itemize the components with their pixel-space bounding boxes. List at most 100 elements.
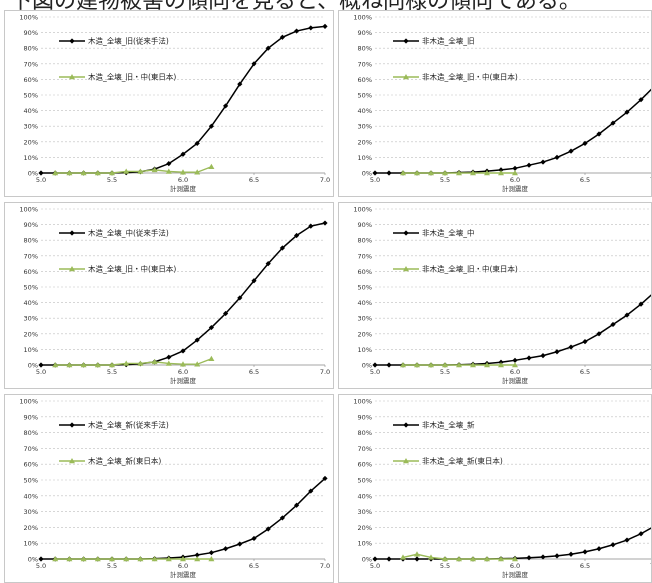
data-point-diamond: [308, 488, 314, 494]
y-tick-label: 40%: [24, 492, 38, 500]
data-point-diamond: [638, 531, 644, 537]
y-tick-label: 80%: [358, 45, 372, 53]
y-tick-label: 20%: [24, 330, 38, 338]
legend-marker: [69, 458, 75, 464]
header-text: 下図の建物被害の傾向を見ると、概ね同様の傾向である。: [10, 0, 581, 10]
x-tick-label: 5.5: [440, 562, 450, 570]
data-point-diamond: [322, 220, 328, 226]
x-tick-label: 6.0: [510, 562, 520, 570]
y-tick-label: 70%: [358, 445, 372, 453]
data-point-triangle: [94, 170, 101, 176]
data-point-diamond: [512, 357, 518, 363]
y-tick-label: 80%: [24, 45, 38, 53]
y-tick-label: 100%: [19, 14, 38, 22]
data-point-diamond: [308, 223, 314, 229]
x-tick-label: 5.0: [36, 176, 46, 184]
data-point-triangle: [180, 556, 186, 562]
data-point-diamond: [237, 81, 243, 87]
data-point-diamond: [294, 502, 300, 508]
data-point-triangle: [512, 556, 518, 562]
legend-marker: [69, 74, 75, 80]
data-point-diamond: [624, 537, 630, 543]
data-point-diamond: [372, 362, 378, 368]
y-tick-label: 40%: [358, 299, 372, 307]
data-point-triangle: [414, 170, 420, 176]
data-point-triangle: [180, 169, 186, 175]
y-tick-label: 80%: [24, 429, 38, 437]
data-point-triangle: [470, 556, 476, 562]
legend-marker: [403, 230, 409, 236]
x-tick-label: 7.0: [320, 176, 330, 184]
data-point-diamond: [554, 553, 560, 559]
x-tick-label: 5.0: [36, 368, 46, 376]
y-tick-label: 30%: [358, 315, 372, 323]
y-tick-label: 0%: [362, 170, 372, 178]
x-axis-label: 計測震度: [170, 184, 197, 193]
legend-label: 木造_全壊_新(従来手法): [88, 420, 169, 430]
data-point-triangle: [498, 556, 504, 562]
data-point-triangle: [208, 163, 215, 170]
y-tick-label: 90%: [358, 413, 372, 421]
data-point-diamond: [38, 170, 44, 176]
data-point-diamond: [166, 354, 172, 360]
data-point-diamond: [38, 362, 44, 368]
data-point-diamond: [638, 97, 644, 103]
data-point-triangle: [400, 554, 406, 560]
y-tick-label: 70%: [24, 445, 38, 453]
data-point-diamond: [166, 161, 172, 167]
y-tick-label: 60%: [358, 268, 372, 276]
x-tick-label: 5.0: [370, 368, 380, 376]
legend-label: 非木造_全壊_中: [422, 228, 475, 238]
data-point-triangle: [80, 170, 87, 176]
data-point-diamond: [610, 321, 616, 328]
data-point-diamond: [568, 344, 574, 350]
chart-svg: 0% 10% 20% 30% 40% 50% 60% 70% 80% 90% 100% 5.0 5.5 6…: [19, 398, 330, 580]
data-point-diamond: [414, 556, 420, 562]
x-tick-label: 5.5: [440, 368, 450, 376]
y-tick-label: 0%: [28, 556, 38, 564]
y-tick-label: 90%: [358, 221, 372, 229]
data-point-diamond: [194, 140, 200, 146]
data-point-triangle: [151, 358, 158, 365]
chart-panel-wood-old: 0% 10% 20% 30% 40% 50% 60% 70% 80% 90% 100% 5.0 5.5 6…: [4, 10, 334, 197]
legend-label: 非木造_全壊_旧・中(東日本): [422, 72, 518, 82]
y-tick-label: 90%: [24, 413, 38, 421]
data-point-triangle: [456, 362, 462, 368]
y-tick-label: 90%: [358, 29, 372, 37]
x-tick-label: 6.5: [580, 562, 590, 570]
legend-label: 非木造_全壊_旧・中(東日本): [422, 264, 518, 274]
series-line-0: [41, 222, 326, 366]
y-tick-label: 60%: [358, 76, 372, 84]
legend-marker: [403, 38, 409, 44]
y-tick-label: 10%: [358, 346, 372, 354]
data-point-diamond: [512, 165, 518, 171]
data-point-diamond: [279, 515, 285, 521]
y-tick-label: 90%: [24, 29, 38, 37]
data-point-triangle: [470, 362, 476, 368]
data-point-triangle: [428, 362, 434, 368]
y-tick-label: 90%: [24, 221, 38, 229]
y-tick-label: 60%: [24, 76, 38, 84]
data-point-triangle: [456, 170, 462, 176]
data-point-triangle: [66, 362, 73, 368]
data-point-triangle: [109, 170, 115, 176]
chart-panel-wood-new: 0% 10% 20% 30% 40% 50% 60% 70% 80% 90% 100% 5.0 5.5 6…: [4, 394, 334, 583]
data-point-diamond: [223, 546, 229, 552]
x-axis-label: 計測震度: [502, 184, 529, 193]
y-tick-label: 20%: [358, 138, 372, 146]
y-tick-label: 60%: [24, 268, 38, 276]
series-line-1: [55, 166, 212, 174]
data-point-triangle: [498, 170, 504, 176]
y-tick-label: 50%: [24, 284, 38, 292]
data-point-triangle: [123, 360, 130, 366]
y-tick-label: 80%: [24, 237, 38, 245]
data-point-triangle: [194, 556, 201, 562]
data-point-triangle: [442, 556, 448, 562]
data-point-diamond: [596, 331, 602, 337]
data-point-triangle: [80, 556, 87, 562]
data-point-diamond: [540, 159, 546, 165]
chart-svg: 0% 10% 20% 30% 40% 50% 60% 70% 80% 90% 100% 5.0 5.5 6…: [19, 14, 330, 194]
y-tick-label: 100%: [353, 206, 372, 214]
x-tick-label: 7.0: [320, 368, 330, 376]
data-point-triangle: [194, 361, 201, 367]
